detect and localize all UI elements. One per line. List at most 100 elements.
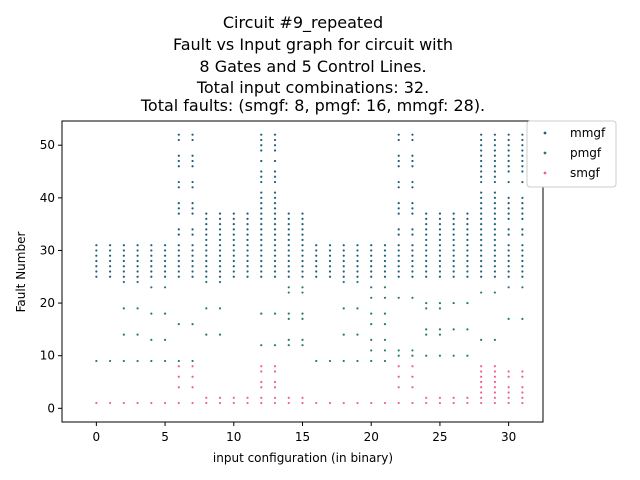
mmgf-point — [177, 254, 180, 257]
mmgf-point — [493, 133, 496, 136]
pmgf-point — [425, 354, 428, 357]
mmgf-point — [425, 270, 428, 273]
mmgf-point — [218, 275, 222, 278]
mmgf-point — [177, 233, 180, 236]
mmgf-point — [411, 244, 414, 247]
mmgf-point — [301, 259, 304, 263]
pmgf-point — [109, 359, 112, 363]
mmgf-point — [438, 233, 442, 236]
mmgf-point — [493, 228, 496, 231]
pmgf-point — [95, 359, 98, 363]
mmgf-point — [136, 265, 139, 268]
smgf-point — [480, 391, 483, 394]
mmgf-point — [411, 154, 414, 157]
mmgf-point — [521, 196, 524, 199]
mmgf-point — [521, 170, 524, 173]
mmgf-point — [425, 254, 428, 257]
pmgf-point — [218, 307, 222, 310]
smgf-point — [521, 386, 524, 389]
pmgf-point — [397, 296, 400, 299]
mmgf-point — [507, 249, 510, 252]
pmgf-point — [438, 307, 442, 310]
pmgf-point — [425, 301, 428, 305]
smgf-point — [411, 365, 414, 368]
smgf-point — [493, 401, 496, 405]
mmgf-point — [480, 238, 483, 242]
mmgf-point — [273, 217, 277, 220]
mmgf-point — [191, 275, 194, 278]
mmgf-point — [301, 249, 304, 252]
mmgf-point — [493, 149, 496, 152]
mmgf-point — [301, 228, 304, 231]
mmgf-point — [273, 196, 277, 199]
mmgf-point — [480, 275, 483, 278]
pmgf-point — [287, 317, 290, 320]
mmgf-point — [507, 270, 510, 273]
mmgf-point — [521, 249, 524, 252]
mmgf-point — [328, 259, 332, 263]
mmgf-point — [246, 270, 249, 273]
smgf-point — [232, 401, 235, 405]
mmgf-point — [315, 265, 318, 268]
mmgf-point — [397, 249, 400, 252]
legend-box — [526, 120, 617, 188]
series-mmgf — [95, 133, 524, 278]
mmgf-point — [232, 275, 235, 278]
mmgf-point — [397, 254, 400, 257]
smgf-point — [507, 386, 510, 389]
mmgf-point — [425, 244, 428, 247]
mmgf-point — [191, 201, 194, 205]
mmgf-point — [315, 275, 318, 278]
smgf-point — [109, 401, 112, 405]
pmgf-point — [411, 349, 414, 352]
x-tick-label: 5 — [161, 430, 169, 444]
pmgf-point — [397, 354, 400, 357]
mmgf-point — [507, 170, 510, 173]
pmgf-point — [397, 349, 400, 352]
mmgf-point — [466, 265, 469, 268]
smgf-point — [480, 396, 483, 399]
pmgf-point — [438, 301, 442, 305]
mmgf-point — [301, 244, 304, 247]
smgf-point — [191, 401, 194, 405]
mmgf-point — [342, 265, 345, 268]
mmgf-point — [521, 154, 524, 157]
mmgf-point — [425, 233, 428, 236]
mmgf-point — [438, 217, 442, 220]
mmgf-point — [507, 154, 510, 157]
pmgf-point — [287, 286, 290, 289]
mmgf-point — [287, 212, 290, 215]
mmgf-point — [301, 238, 304, 242]
x-tick-label: 0 — [93, 430, 101, 444]
smgf-point — [287, 401, 290, 405]
smgf-point — [452, 401, 455, 405]
pmgf-point — [191, 359, 194, 363]
mmgf-point — [177, 165, 180, 168]
mmgf-point — [383, 254, 387, 257]
pmgf-point — [177, 323, 180, 326]
mmgf-point — [493, 175, 496, 178]
legend-marker-pmgf — [543, 151, 547, 155]
mmgf-point — [493, 275, 496, 278]
smgf-point — [411, 375, 414, 378]
smgf-point — [287, 396, 290, 399]
pmgf-point — [438, 354, 442, 357]
mmgf-point — [480, 191, 483, 194]
mmgf-point — [480, 144, 483, 147]
legend-marker-smgf — [543, 171, 547, 175]
mmgf-point — [205, 228, 208, 231]
mmgf-point — [493, 165, 496, 168]
mmgf-point — [521, 244, 524, 247]
smgf-point — [260, 380, 263, 384]
mmgf-point — [342, 249, 345, 252]
mmgf-point — [452, 217, 455, 220]
smgf-point — [150, 401, 153, 405]
mmgf-point — [218, 223, 222, 226]
mmgf-point — [301, 212, 304, 215]
mmgf-point — [191, 133, 194, 136]
mmgf-point — [397, 259, 400, 263]
smgf-point — [315, 401, 318, 405]
pmgf-point — [466, 354, 469, 357]
mmgf-point — [122, 244, 125, 247]
mmgf-point — [163, 275, 167, 278]
